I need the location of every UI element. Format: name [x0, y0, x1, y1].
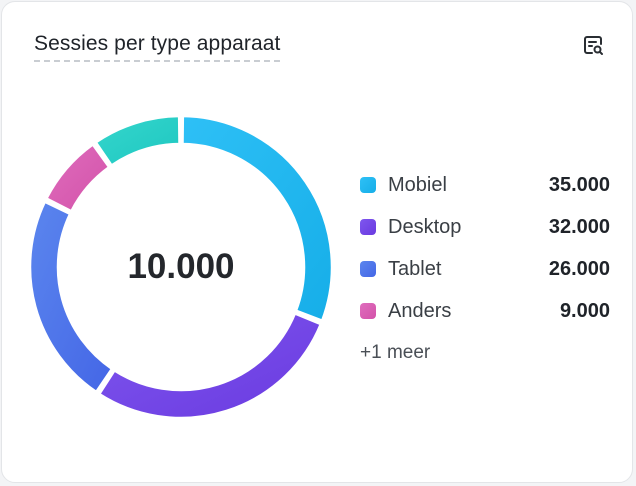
legend-item-anders[interactable]: Anders 9.000 [360, 290, 610, 332]
legend-more-link[interactable]: +1 meer [360, 342, 431, 363]
legend: Mobiel 35.000 Desktop 32.000 Tablet 26.000 And… [360, 164, 610, 374]
legend-value: 26.000 [548, 257, 610, 280]
donut-chart [28, 114, 334, 420]
chart-title[interactable]: Sessies per type apparaat [34, 32, 281, 62]
legend-swatch [360, 219, 376, 235]
legend-item-tablet[interactable]: Tablet 26.000 [360, 248, 610, 290]
legend-swatch [360, 261, 376, 277]
donut-segment-other-0[interactable] [94, 114, 181, 167]
legend-label: Anders [388, 299, 452, 322]
donut-segment-mobiel[interactable] [181, 114, 334, 322]
legend-swatch [360, 177, 376, 193]
legend-value: 32.000 [548, 215, 610, 238]
legend-label: Mobiel [388, 173, 447, 196]
donut-segment-anders[interactable] [45, 143, 111, 213]
legend-label: Desktop [388, 215, 462, 238]
legend-label: Tablet [388, 257, 442, 280]
legend-item-mobiel[interactable]: Mobiel 35.000 [360, 164, 610, 206]
donut-segment-desktop[interactable] [98, 312, 323, 420]
legend-swatch [360, 303, 376, 319]
legend-value: 9.000 [559, 299, 610, 322]
donut-segment-tablet[interactable] [28, 200, 114, 394]
legend-value: 35.000 [548, 173, 610, 196]
search-list-icon[interactable] [578, 30, 608, 60]
legend-item-desktop[interactable]: Desktop 32.000 [360, 206, 610, 248]
